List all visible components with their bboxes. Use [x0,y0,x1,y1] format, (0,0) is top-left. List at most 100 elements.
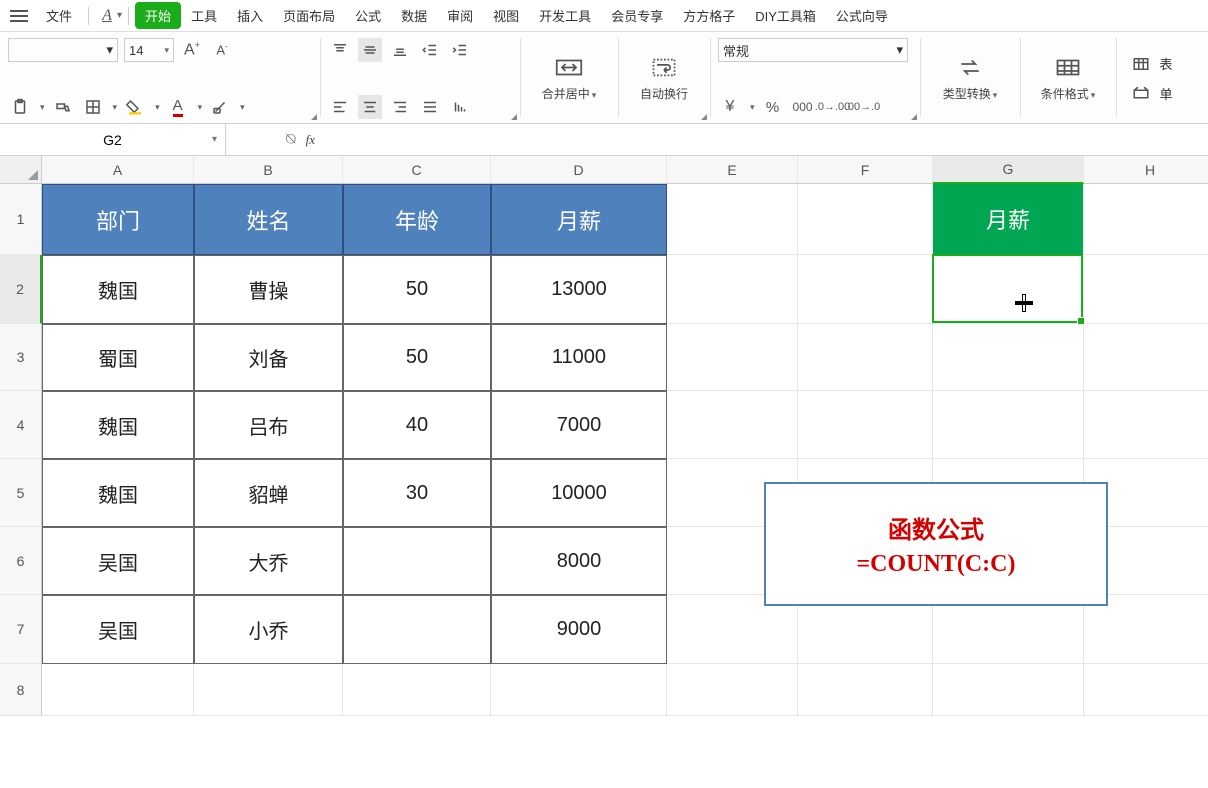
increase-font-icon[interactable]: A+ [180,38,204,62]
col-header-B[interactable]: B [194,156,343,184]
cells-area[interactable]: 部门姓名年龄月薪月薪魏国曹操5013000蜀国刘备5011000魏国吕布4070… [42,184,1208,716]
menu-tab-3[interactable]: 页面布局 [273,2,345,29]
chevron-down-icon[interactable]: ▾ [153,102,160,113]
cell-H3[interactable] [1084,324,1208,391]
cell-F4[interactable] [798,391,933,459]
cell-B6[interactable]: 大乔 [194,527,343,595]
cell-C3[interactable]: 50 [343,324,491,391]
cell-D2[interactable]: 13000 [491,255,667,324]
chevron-down-icon[interactable]: ▾ [748,102,755,113]
align-center-icon[interactable] [358,95,382,119]
menu-tab-0[interactable]: 开始 [135,2,181,29]
name-box-input[interactable] [33,132,193,148]
chevron-down-icon[interactable]: ▾ [238,102,245,113]
cell-style-icon[interactable] [1129,82,1153,106]
cell-E4[interactable] [667,391,798,459]
dialog-launcher-icon[interactable] [699,112,707,120]
decrease-font-icon[interactable]: A- [210,38,234,62]
row-header-3[interactable]: 3 [0,324,42,391]
cell-C8[interactable] [343,664,491,716]
cell-A3[interactable]: 蜀国 [42,324,194,391]
cell-F3[interactable] [798,324,933,391]
menu-tab-10[interactable]: 方方格子 [673,2,745,29]
menu-tab-11[interactable]: DIY工具箱 [745,2,826,29]
row-header-6[interactable]: 6 [0,527,42,595]
menu-tab-8[interactable]: 开发工具 [529,2,601,29]
cell-E8[interactable] [667,664,798,716]
cell-B7[interactable]: 小乔 [194,595,343,664]
cell-C6[interactable] [343,527,491,595]
cell-A5[interactable]: 魏国 [42,459,194,527]
cell-H4[interactable] [1084,391,1208,459]
cell-B3[interactable]: 刘备 [194,324,343,391]
cell-D3[interactable]: 11000 [491,324,667,391]
cell-D8[interactable] [491,664,667,716]
percent-icon[interactable]: % [761,95,785,119]
col-header-H[interactable]: H [1084,156,1208,184]
chevron-down-icon[interactable]: ▾ [196,102,203,113]
select-all-corner[interactable] [0,156,42,184]
borders-icon[interactable] [81,95,105,119]
cell-G2[interactable] [933,255,1084,324]
menu-tab-9[interactable]: 会员专享 [601,2,673,29]
cell-B8[interactable] [194,664,343,716]
clear-format-icon[interactable] [208,95,232,119]
row-header-4[interactable]: 4 [0,391,42,459]
cell-C4[interactable]: 40 [343,391,491,459]
dialog-launcher-icon[interactable] [909,112,917,120]
cell-A4[interactable]: 魏国 [42,391,194,459]
font-color-icon[interactable]: A [166,95,190,119]
cell-F1[interactable] [798,184,933,255]
zoom-icon[interactable]: ⍉ [286,131,296,149]
cell-H8[interactable] [1084,664,1208,716]
merge-center-button[interactable]: 合并居中▾ [528,36,610,121]
align-right-icon[interactable] [388,95,412,119]
row-header-8[interactable]: 8 [0,664,42,716]
cell-A7[interactable]: 吴国 [42,595,194,664]
menu-tab-4[interactable]: 公式 [345,2,391,29]
dialog-launcher-icon[interactable] [509,112,517,120]
cell-A2[interactable]: 魏国 [42,255,194,324]
cell-E2[interactable] [667,255,798,324]
cell-F8[interactable] [798,664,933,716]
col-header-C[interactable]: C [343,156,491,184]
menu-tab-6[interactable]: 审阅 [437,2,483,29]
cell-H2[interactable] [1084,255,1208,324]
cell-A6[interactable]: 吴国 [42,527,194,595]
cell-D7[interactable]: 9000 [491,595,667,664]
format-painter-icon[interactable] [51,95,75,119]
cell-B5[interactable]: 貂蝉 [194,459,343,527]
col-header-E[interactable]: E [667,156,798,184]
name-box[interactable]: ▾ [0,124,226,155]
increase-indent-icon[interactable] [448,38,472,62]
file-menu[interactable]: 文件 [36,2,82,29]
chevron-down-icon[interactable]: ▾ [111,102,118,113]
cell-D1[interactable]: 月薪 [491,184,667,255]
cell-B4[interactable]: 吕布 [194,391,343,459]
cell-E3[interactable] [667,324,798,391]
cell-C5[interactable]: 30 [343,459,491,527]
paste-icon[interactable] [8,95,32,119]
fx-label[interactable]: fx [306,132,315,148]
menu-tab-7[interactable]: 视图 [483,2,529,29]
currency-icon[interactable]: ¥ [718,95,742,119]
cell-B2[interactable]: 曹操 [194,255,343,324]
cell-D6[interactable]: 8000 [491,527,667,595]
align-middle-icon[interactable] [358,38,382,62]
cell-G3[interactable] [933,324,1084,391]
fill-color-icon[interactable] [123,95,147,119]
orientation-icon[interactable] [448,95,472,119]
number-format-select[interactable]: 常规 ▾ [718,38,908,62]
chevron-down-icon[interactable]: ▾ [117,10,122,21]
cell-H1[interactable] [1084,184,1208,255]
table-icon[interactable] [1129,52,1153,76]
row-header-7[interactable]: 7 [0,595,42,664]
cell-F2[interactable] [798,255,933,324]
menu-tab-1[interactable]: 工具 [181,2,227,29]
dialog-launcher-icon[interactable] [309,112,317,120]
align-bottom-icon[interactable] [388,38,412,62]
align-top-icon[interactable] [328,38,352,62]
hamburger-icon[interactable] [10,10,28,22]
cell-C7[interactable] [343,595,491,664]
wrap-text-button[interactable]: 自动换行 [626,36,702,121]
